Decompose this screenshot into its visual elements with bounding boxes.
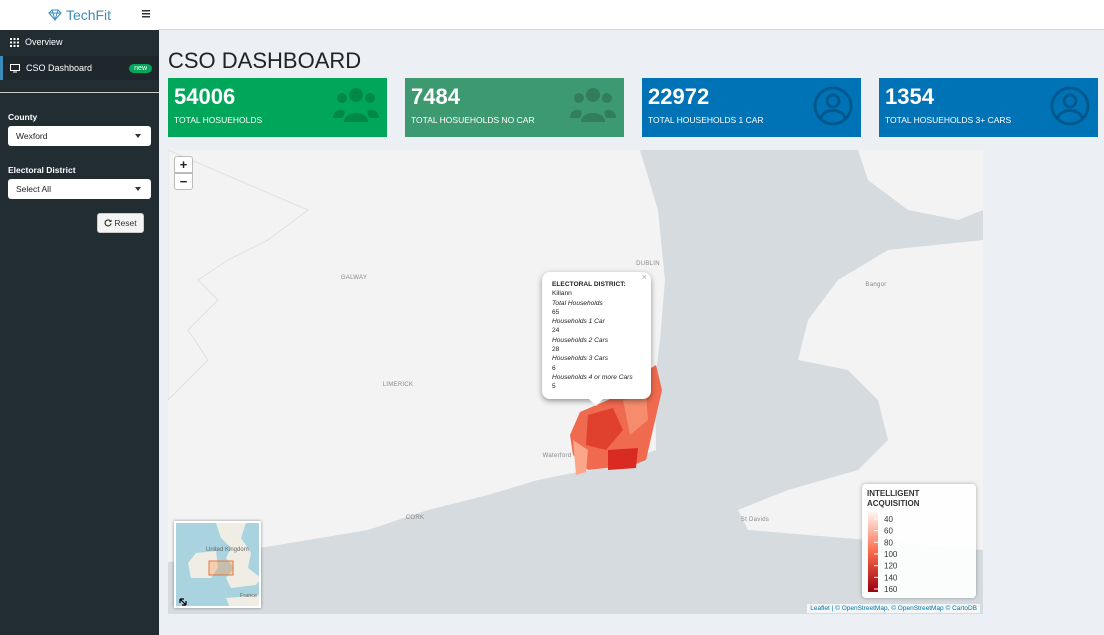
popup-close[interactable]: ×: [641, 272, 647, 282]
logo[interactable]: TechFit: [0, 0, 159, 30]
sidebar: Overview CSO Dashboard new County Wexfor…: [0, 0, 159, 635]
place-label: GALWAY: [340, 275, 368, 281]
place-label: Bangor: [865, 282, 887, 288]
select-county[interactable]: Wexford: [8, 126, 151, 146]
menu-label: Overview: [25, 37, 63, 47]
menu-toggle[interactable]: [142, 10, 150, 18]
land-west: [168, 150, 309, 401]
field-value: 65: [552, 308, 560, 316]
zoom-out[interactable]: −: [174, 173, 193, 190]
legend-gradient: [868, 512, 878, 592]
field-label: Households 2 Cars: [552, 336, 609, 344]
popup-tip: [588, 398, 604, 406]
refresh-icon: [104, 219, 112, 227]
menu-overview[interactable]: Overview: [0, 30, 159, 54]
popup-name: Killann: [552, 290, 572, 298]
value: 1354: [885, 84, 934, 109]
popup-heading: ELECTORAL DISTRICT:: [552, 281, 626, 288]
users-icon: [570, 88, 616, 122]
field-label: Households 4 or more Cars: [552, 373, 633, 381]
legend-tick-label: 80: [884, 538, 893, 547]
filter-label: Electoral District: [8, 165, 76, 175]
place-label: CORK: [405, 515, 425, 521]
reset-button[interactable]: Reset: [97, 213, 144, 233]
popup-fields: Total Households 65 Households 1 Car 24 Hous…: [552, 299, 641, 392]
legend-tick-label: 60: [884, 527, 893, 536]
place-label: LIMERICK: [382, 382, 414, 388]
value: 54006: [174, 84, 236, 109]
legend-scale: 40 60 80 100 120 140 160: [868, 512, 898, 594]
minimap-land: [179, 523, 259, 606]
brand: TechFit: [65, 7, 112, 23]
legend-tick-label: 120: [884, 562, 898, 571]
label: TOTAL HOSUEHOLDS NO CAR: [411, 115, 535, 125]
field-value: 6: [552, 364, 556, 372]
divider: [0, 92, 159, 93]
land-scotland: [858, 150, 983, 220]
select-value: Select All: [16, 184, 51, 194]
legend-tick-label: 100: [884, 550, 898, 559]
minimap[interactable]: United Kingdom France: [174, 521, 261, 608]
legend-tick-label: 140: [884, 573, 898, 582]
land-wales: [738, 240, 983, 550]
grid-icon: [10, 37, 19, 47]
place-label: Waterford: [542, 453, 572, 459]
field-value: 5: [552, 383, 556, 391]
button-label: Reset: [114, 218, 137, 228]
menu-cso[interactable]: CSO Dashboard new: [0, 56, 159, 80]
top-bar: [142, 0, 1104, 30]
attribution[interactable]: Leaflet | © OpenStreetMap, © OpenStreetM…: [807, 604, 980, 613]
value-box: 54006 TOTAL HOSUEHOLDS: [168, 78, 387, 137]
select-district[interactable]: Select All: [8, 179, 151, 199]
legend-title: INTELLIGENT ACQUISITION: [867, 489, 920, 508]
value: 22972: [648, 84, 710, 109]
select-value: Wexford: [16, 131, 48, 141]
label: TOTAL HOSUEHOLDS: [174, 115, 263, 125]
user-icon: [813, 86, 853, 126]
filter-label: County: [8, 112, 38, 122]
label: TOTAL HOUSEHOLDS 1 CAR: [648, 115, 764, 125]
legend: INTELLIGENT ACQUISITION 40 60 80 100 120 140 1…: [862, 484, 976, 598]
menu-label: CSO Dashboard: [26, 63, 93, 73]
legend-tick-label: 40: [884, 515, 893, 524]
minimap-label: United Kingdom: [206, 547, 249, 553]
users-icon: [333, 88, 379, 122]
value-box: 7484 TOTAL HOSUEHOLDS NO CAR: [405, 78, 624, 137]
land-ireland: [168, 150, 665, 562]
monitor-icon: [10, 63, 20, 72]
zoom-in[interactable]: +: [174, 156, 193, 173]
place-label: DUBLIN: [636, 261, 660, 267]
field-value: 24: [552, 327, 560, 335]
field-value: 28: [552, 346, 560, 354]
legend-tick-label: 160: [884, 585, 898, 594]
value-box: 22972 TOTAL HOUSEHOLDS 1 CAR: [642, 78, 861, 137]
field-label: Households 1 Car: [552, 318, 605, 326]
field-label: Total Households: [552, 299, 603, 307]
value: 7484: [411, 84, 460, 109]
popup: × ELECTORAL DISTRICT: Killann Total Hous…: [542, 272, 651, 406]
label: TOTAL HOSUEHOLDS 3+ CARS: [885, 115, 1012, 125]
logo-icon: [48, 9, 62, 21]
place-label: St Davids: [740, 517, 770, 523]
value-box: 1354 TOTAL HOSUEHOLDS 3+ CARS: [879, 78, 1098, 137]
field-label: Households 3 Cars: [552, 355, 609, 363]
page-title: CSO DASHBOARD: [168, 48, 362, 73]
user-icon: [1050, 86, 1090, 126]
badge: new: [129, 63, 152, 73]
minimap-label: France: [240, 593, 258, 599]
